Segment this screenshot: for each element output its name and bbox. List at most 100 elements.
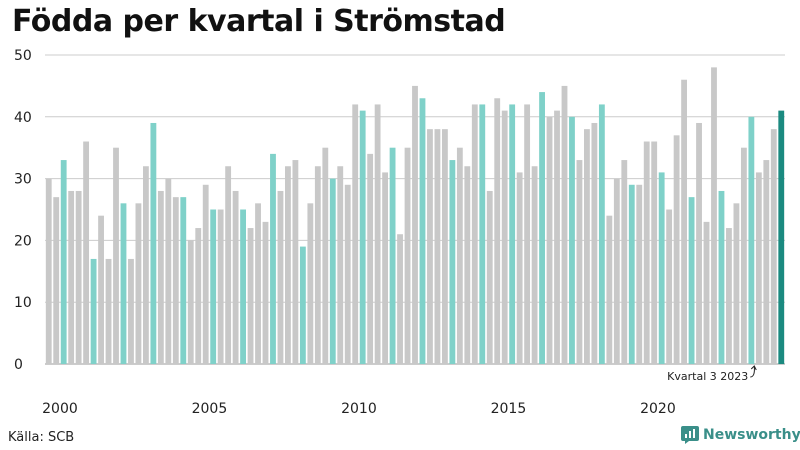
bar — [374, 104, 381, 364]
bar — [576, 160, 583, 364]
bar — [352, 104, 359, 364]
bar — [292, 160, 299, 364]
bar — [539, 92, 545, 364]
bar — [404, 147, 411, 364]
bar — [696, 122, 702, 364]
bar — [546, 116, 553, 364]
bar — [584, 129, 590, 364]
bar — [382, 172, 389, 364]
bar — [718, 190, 725, 364]
annotation: Kvartal 3 2023 — [667, 365, 757, 383]
x-tick-label: 2005 — [192, 401, 228, 417]
bar — [434, 129, 441, 364]
bar — [733, 203, 740, 364]
bar — [397, 234, 403, 364]
bar — [128, 258, 134, 364]
bar — [726, 228, 732, 364]
bar — [524, 104, 531, 364]
bar — [412, 85, 418, 365]
bar — [471, 104, 478, 364]
y-tick-label: 10 — [14, 295, 32, 311]
bar — [210, 209, 217, 364]
bar — [636, 184, 643, 364]
bar — [598, 104, 605, 364]
bar — [225, 166, 232, 364]
bar — [591, 122, 598, 364]
bar — [262, 221, 269, 364]
bar — [98, 215, 104, 364]
y-tick-label: 50 — [14, 48, 32, 64]
bar — [285, 166, 291, 364]
bar — [157, 190, 164, 364]
bar — [83, 141, 90, 364]
bar — [314, 166, 321, 364]
bar — [778, 110, 785, 365]
bar — [494, 98, 501, 364]
bar — [255, 203, 261, 364]
bar — [75, 190, 82, 364]
bar — [240, 209, 246, 364]
bar — [172, 197, 179, 364]
x-tick-label: 2000 — [42, 401, 78, 417]
y-tick-label: 0 — [14, 357, 23, 373]
bar — [643, 141, 650, 364]
bar — [337, 166, 344, 364]
brand-logo[interactable]: Newsworthy — [681, 426, 800, 444]
bar — [150, 122, 157, 364]
bar — [651, 141, 658, 364]
bar — [509, 104, 516, 364]
x-axis: 2000 2005 2010 2015 2020 — [42, 401, 676, 417]
bar — [464, 166, 471, 364]
bar — [299, 246, 306, 364]
bar — [441, 129, 448, 364]
y-tick-label: 30 — [14, 172, 32, 188]
bar — [658, 172, 665, 364]
y-axis: 0 10 20 30 40 50 — [14, 48, 32, 373]
bar — [569, 116, 575, 364]
bar — [628, 184, 635, 364]
bar — [68, 190, 75, 364]
bar — [456, 147, 463, 364]
bar — [142, 166, 149, 364]
bar — [135, 203, 142, 364]
x-tick-label: 2010 — [341, 401, 377, 417]
bar — [666, 209, 673, 364]
bar — [770, 129, 777, 364]
bar — [748, 116, 755, 364]
bar — [688, 197, 695, 364]
bar — [329, 178, 336, 364]
bar — [367, 153, 374, 364]
bar — [449, 160, 456, 364]
annotation-arrow — [750, 365, 757, 378]
newsworthy-logo-icon — [681, 426, 699, 444]
bar — [740, 147, 747, 364]
bar — [90, 258, 97, 364]
bar — [45, 178, 52, 364]
bar — [763, 160, 770, 364]
bar — [195, 228, 202, 364]
bar — [613, 178, 620, 364]
bar — [217, 209, 224, 364]
bar — [561, 85, 568, 365]
bar — [703, 221, 710, 364]
bar — [389, 147, 396, 364]
source-note: Källa: SCB — [8, 430, 75, 445]
bar — [554, 110, 560, 365]
latest-quarter-annotation: Kvartal 3 2023 — [667, 370, 748, 383]
bar — [681, 79, 688, 364]
brand-name: Newsworthy — [703, 427, 800, 443]
bar — [479, 104, 486, 364]
bar — [105, 258, 112, 364]
bar — [202, 184, 209, 364]
y-tick-label: 40 — [14, 110, 32, 126]
bar — [673, 135, 680, 364]
x-tick-label: 2020 — [640, 401, 676, 417]
bar — [516, 172, 523, 364]
bar — [427, 129, 433, 364]
bar — [486, 190, 493, 364]
bars — [45, 67, 785, 365]
bar — [307, 203, 314, 364]
bar — [53, 197, 60, 364]
bar — [606, 215, 613, 364]
bar — [322, 147, 329, 364]
